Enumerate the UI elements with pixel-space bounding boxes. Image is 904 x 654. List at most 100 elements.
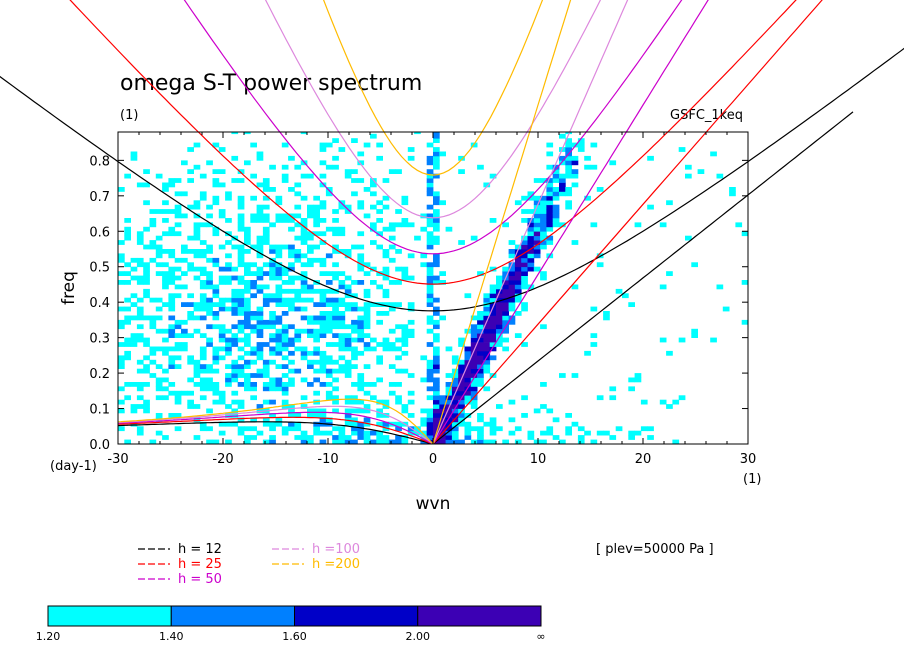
power-cell bbox=[376, 231, 383, 237]
power-cell bbox=[256, 244, 264, 250]
power-cell bbox=[433, 421, 440, 427]
power-cell bbox=[382, 266, 390, 272]
power-cell bbox=[445, 417, 453, 423]
power-cell bbox=[426, 262, 434, 268]
power-cell bbox=[294, 204, 302, 210]
power-cell bbox=[237, 337, 245, 343]
power-cell bbox=[552, 164, 560, 170]
power-cell bbox=[275, 271, 283, 276]
power-cell bbox=[685, 164, 692, 170]
power-cell bbox=[319, 302, 327, 307]
power-cell bbox=[244, 280, 251, 285]
power-cell bbox=[489, 430, 497, 436]
power-cell bbox=[218, 213, 226, 219]
power-cell bbox=[237, 368, 245, 374]
power-cell bbox=[332, 218, 339, 223]
power-cell bbox=[237, 302, 245, 307]
power-cell bbox=[143, 342, 150, 347]
power-cell bbox=[395, 324, 402, 330]
power-cell bbox=[634, 222, 642, 228]
power-cell bbox=[470, 373, 478, 378]
power-cell bbox=[685, 235, 692, 241]
power-cell bbox=[533, 209, 541, 214]
power-cell bbox=[237, 275, 245, 281]
power-cell bbox=[565, 430, 572, 436]
power-cell bbox=[357, 324, 365, 330]
power-cell bbox=[332, 395, 339, 401]
power-cell bbox=[118, 386, 125, 392]
power-cell bbox=[168, 324, 176, 330]
power-cell bbox=[307, 231, 314, 237]
power-cell bbox=[609, 395, 617, 401]
power-cell bbox=[212, 390, 220, 396]
power-cell bbox=[275, 249, 283, 254]
power-cell bbox=[300, 306, 308, 312]
power-cell bbox=[294, 253, 302, 259]
power-cell bbox=[420, 262, 428, 268]
power-cell bbox=[244, 302, 251, 307]
power-cell bbox=[206, 302, 213, 307]
power-cell bbox=[477, 377, 484, 383]
power-cell bbox=[275, 262, 283, 268]
power-cell bbox=[332, 155, 339, 161]
power-cell bbox=[193, 302, 201, 307]
power-cell bbox=[143, 293, 150, 299]
power-cell bbox=[149, 346, 157, 352]
power-cell bbox=[502, 315, 509, 321]
power-cell bbox=[187, 249, 194, 254]
power-cell bbox=[332, 333, 339, 338]
power-cell bbox=[527, 226, 535, 232]
power-cell bbox=[395, 426, 402, 432]
power-cell bbox=[420, 377, 428, 383]
power-cell bbox=[193, 249, 201, 254]
power-cell bbox=[433, 132, 440, 135]
power-cell bbox=[155, 262, 163, 268]
power-cell bbox=[262, 231, 270, 237]
power-cell bbox=[439, 151, 446, 157]
power-cell bbox=[250, 426, 257, 432]
power-cell bbox=[382, 253, 390, 259]
power-cell bbox=[445, 346, 453, 352]
power-cell bbox=[269, 222, 276, 228]
power-cell bbox=[363, 417, 371, 423]
power-cell bbox=[193, 226, 201, 232]
power-cell bbox=[118, 399, 125, 405]
power-cell bbox=[363, 213, 371, 219]
power-cell bbox=[363, 288, 371, 294]
power-cell bbox=[307, 262, 314, 268]
power-cell bbox=[388, 328, 396, 334]
power-cell bbox=[401, 324, 409, 330]
power-cell bbox=[294, 306, 302, 312]
power-cell bbox=[395, 421, 402, 427]
power-cell bbox=[275, 253, 283, 259]
power-cell bbox=[206, 364, 213, 369]
power-cell bbox=[483, 439, 491, 444]
power-cell bbox=[521, 266, 528, 272]
annotation: [ plev=50000 Pa ] bbox=[596, 542, 714, 557]
power-cell bbox=[199, 395, 207, 401]
power-cell bbox=[370, 266, 377, 272]
power-cell bbox=[307, 350, 314, 356]
power-cell bbox=[262, 218, 270, 223]
power-cell bbox=[118, 408, 125, 414]
power-cell bbox=[256, 404, 264, 409]
power-cell bbox=[307, 249, 314, 254]
power-cell bbox=[269, 315, 276, 321]
power-cell bbox=[666, 404, 673, 409]
power-cell bbox=[477, 324, 484, 330]
power-cell bbox=[634, 430, 642, 436]
power-cell bbox=[565, 147, 572, 152]
power-cell bbox=[514, 200, 522, 206]
power-cell bbox=[363, 404, 371, 409]
gravity-curve bbox=[183, 0, 683, 255]
power-cell bbox=[281, 386, 289, 392]
power-cell bbox=[225, 421, 232, 427]
power-cell bbox=[136, 359, 144, 365]
power-cell bbox=[174, 355, 182, 361]
power-cell bbox=[477, 342, 484, 347]
power-cell bbox=[672, 439, 680, 444]
rossby-curve bbox=[117, 411, 434, 444]
power-cell bbox=[294, 426, 302, 432]
power-cell bbox=[445, 413, 453, 418]
power-cell bbox=[288, 262, 295, 268]
